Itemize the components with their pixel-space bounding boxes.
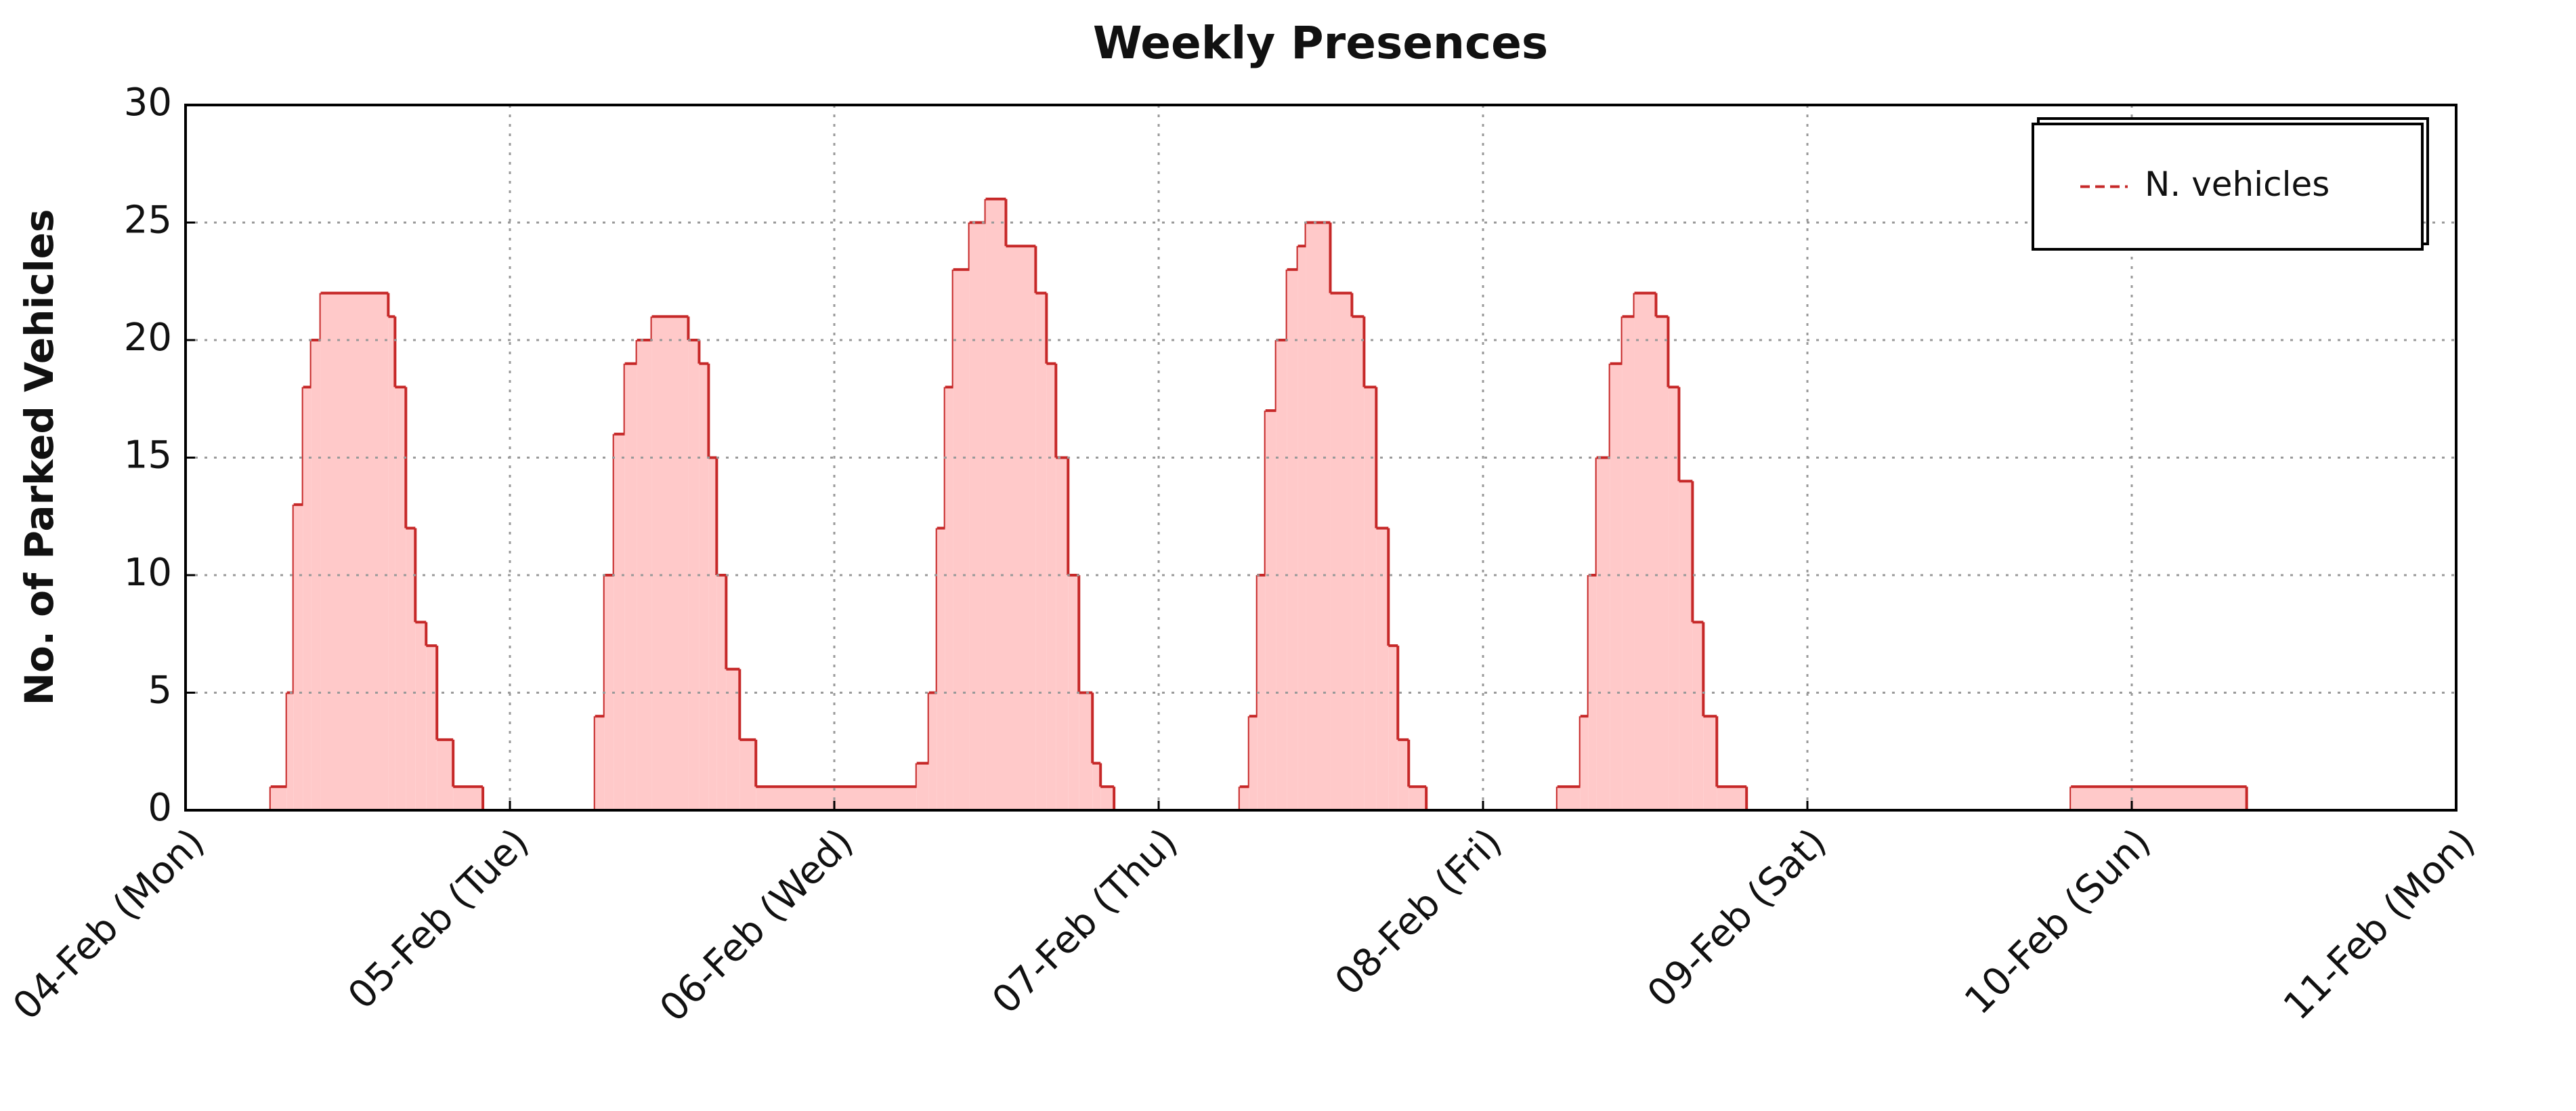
- legend-label: N. vehicles: [2145, 165, 2330, 204]
- area-step: [286, 692, 294, 810]
- x-tick-label: 09-Feb (Sat): [1639, 820, 1834, 1016]
- area-step: [293, 504, 303, 810]
- area-step: [395, 387, 406, 810]
- area-step: [1580, 716, 1589, 810]
- area-step: [1287, 269, 1298, 810]
- area-step: [406, 528, 416, 810]
- area-step: [1376, 528, 1389, 810]
- area-step: [945, 387, 953, 810]
- area-step: [1692, 622, 1704, 810]
- area-step: [1703, 716, 1717, 810]
- area-step: [1634, 293, 1656, 811]
- area-step: [437, 739, 454, 810]
- x-tick-label: 08-Feb (Fri): [1327, 820, 1510, 1004]
- area-step: [1409, 787, 1427, 810]
- y-tick-label: 20: [124, 316, 172, 360]
- area-step: [1056, 457, 1069, 810]
- area-step: [1588, 575, 1597, 810]
- x-tick-label: 07-Feb (Thu): [984, 820, 1186, 1023]
- area-step: [1257, 575, 1266, 810]
- area-step: [415, 622, 427, 810]
- x-tick-label: 04-Feb (Mon): [5, 820, 213, 1029]
- area-step: [985, 198, 1006, 810]
- area-step: [739, 739, 756, 810]
- y-axis-label: No. of Parked Vehicles: [16, 209, 62, 706]
- area-step: [953, 269, 970, 810]
- area-step: [1717, 787, 1747, 810]
- area-step: [1276, 340, 1287, 810]
- y-tick-label: 25: [124, 198, 172, 243]
- x-tick-label: 05-Feb (Tue): [340, 820, 538, 1018]
- area-step: [637, 340, 652, 810]
- area-step: [388, 316, 395, 810]
- y-tick-label: 5: [148, 669, 172, 713]
- area-step: [1035, 293, 1047, 811]
- chart-title: Weekly Presences: [1093, 17, 1548, 69]
- area-step: [716, 575, 727, 810]
- area-step: [756, 787, 917, 810]
- area-step: [1388, 646, 1398, 810]
- area-step: [303, 387, 312, 810]
- area-step: [916, 763, 929, 810]
- y-tick-label: 10: [124, 551, 172, 595]
- area-step: [426, 646, 437, 810]
- area-step: [688, 340, 700, 810]
- area-step: [1092, 763, 1101, 810]
- area-step: [1557, 787, 1581, 810]
- area-step: [320, 293, 389, 811]
- x-tick-label: 11-Feb (Mon): [2275, 820, 2484, 1029]
- area-step: [1249, 716, 1258, 810]
- area-step: [1100, 787, 1115, 810]
- area-step: [1668, 387, 1679, 810]
- area-step: [1265, 411, 1276, 810]
- area-step: [1679, 481, 1693, 810]
- area-step: [1596, 457, 1610, 810]
- x-tick-label: 06-Feb (Wed): [651, 820, 862, 1031]
- area-step: [1622, 316, 1635, 810]
- area-step: [699, 363, 709, 810]
- y-tick-label: 15: [124, 434, 172, 478]
- area-step: [270, 787, 287, 810]
- area-step: [1398, 739, 1409, 810]
- area-step: [928, 692, 937, 810]
- area-step: [595, 716, 605, 810]
- area-step: [1306, 222, 1331, 810]
- x-tick-label: 10-Feb (Sun): [1956, 820, 2160, 1024]
- area-step: [1068, 575, 1079, 810]
- area-step: [1046, 363, 1056, 810]
- area-step: [1079, 692, 1093, 810]
- area-step: [708, 457, 717, 810]
- area-step: [614, 434, 625, 810]
- area-step: [1352, 316, 1365, 810]
- plot-frame: [184, 104, 2457, 812]
- area-step: [2071, 787, 2247, 810]
- area-step: [1297, 246, 1306, 810]
- area-step: [1330, 293, 1352, 811]
- area-step: [453, 787, 484, 810]
- area-step: [651, 316, 689, 810]
- area-step: [1656, 316, 1669, 810]
- area-step: [969, 222, 986, 810]
- area-step: [1610, 363, 1623, 810]
- area-step: [1364, 387, 1377, 810]
- area-step: [604, 575, 614, 810]
- area-step: [624, 363, 637, 810]
- area-step: [726, 669, 740, 810]
- area-step: [1239, 787, 1249, 810]
- y-tick-label: 30: [124, 81, 172, 125]
- y-tick-label: 0: [148, 786, 172, 830]
- area-step: [937, 528, 945, 810]
- area-step: [1006, 246, 1036, 810]
